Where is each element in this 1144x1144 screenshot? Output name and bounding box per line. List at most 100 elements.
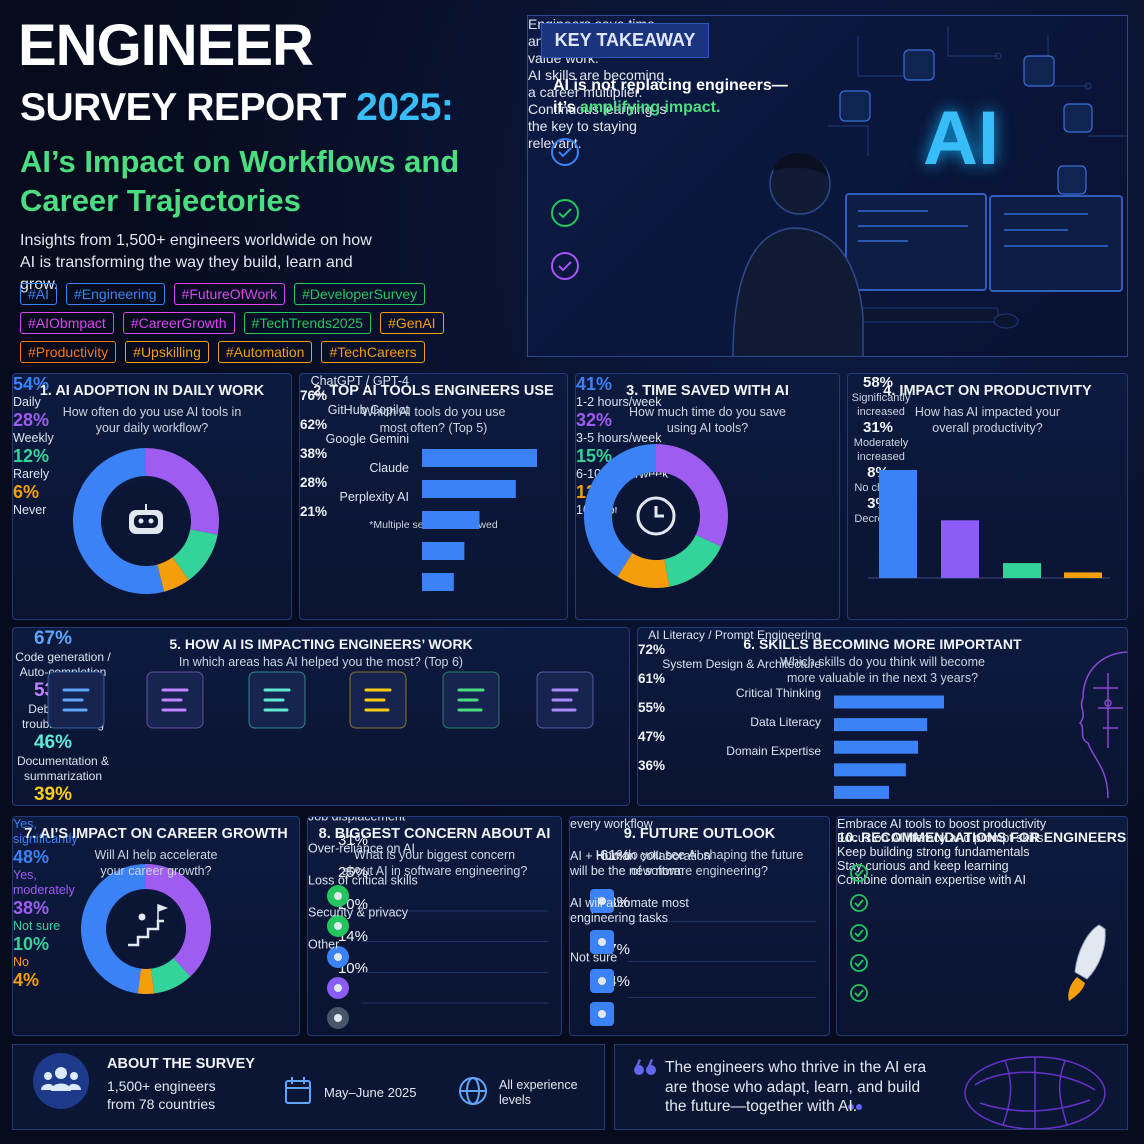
donut-value-label: 38% [13,898,50,918]
recommendation: Combine domain expertise with AI [837,873,1026,887]
donut-value-label: 41% [576,374,613,394]
donut-category-label: Yes, significantly [13,817,78,846]
chart-area [47,671,594,729]
panel: 4. IMPACT ON PRODUCTIVITY How has AI impa… [847,373,1128,620]
bar-category-label: Domain Expertise [726,744,821,758]
list-category-label: AI will automate most engineering tasks [570,896,689,925]
chart-area [868,470,1110,579]
donut-value-label: 48% [13,847,50,867]
point-icon-mark [558,208,572,219]
bar-category-label: Moderately increased [853,437,909,463]
donut-value-label: 54% [13,374,50,394]
list-icon-mark [334,892,342,900]
hashtag: #Automation [217,341,313,363]
donut-category-label: Not sure [13,919,61,933]
bar-value-label: 28% [300,475,328,490]
donut-label: 41% 1-2 hours/week [576,374,676,410]
quote: The engineers who thrive in the AI era a… [665,1059,927,1115]
donut-category-label: 3-5 hours/week [576,431,662,445]
panel-subtitle: How has AI impacted your overall product… [914,405,1061,435]
list-icon-mark [598,1010,606,1018]
takeaway-label: KEY TAKEAWAY [541,23,709,58]
panel-subtitle: What is your biggest concern about AI in… [341,848,528,878]
point-icon [551,138,579,166]
donut-category-label: Daily [13,395,41,409]
list-icon-mark [334,953,342,961]
panel: 9. FUTURE OUTLOOK How do you see AI shapi… [569,816,830,1036]
recommendation: Keep building strong fundamentals [837,845,1030,859]
check-mark [854,989,864,998]
donut-value-label: 32% [576,410,613,430]
list-category-label: AI will be a core part of every workflow [570,817,653,831]
bar-value-label: 47% [638,729,666,744]
bar [422,449,537,467]
panel-subtitle: How do you see AI shaping the future of … [595,848,804,878]
donut-category-label: No [13,955,29,969]
donut-segment [584,444,656,577]
stat-icon [364,688,392,712]
panel-title: 5. HOW AI IS IMPACTING ENGINEERS’ WORK [169,636,473,652]
hashtag: #Productivity [20,341,117,363]
bar-value-label: 31% [862,419,894,436]
list-icon-mark [334,984,342,992]
donut-segment [146,864,212,977]
bar [879,470,917,578]
point-icon-mark [558,147,572,158]
check-icon [850,984,868,1002]
donut-value-label: 28% [13,410,50,430]
panel-title: 8. BIGGEST CONCERN ABOUT AI [318,826,551,842]
stat-value-label: 46% [33,732,73,753]
donut-label: 28% Weekly [13,410,73,446]
panel: 5. HOW AI IS IMPACTING ENGINEERS’ WORK In… [12,627,630,806]
bar [834,718,928,732]
bar [422,542,465,560]
donut-segment [617,553,670,588]
bar [834,785,889,799]
point-icon-mark [558,261,572,272]
list-category-label: Job displacement [308,816,406,824]
list-category-label: Other [308,937,340,952]
hashtag-row: #Productivity #Upskilling #Automation #Tech… [20,341,510,370]
list-value-label: 61% [599,847,630,864]
panel: 8. BIGGEST CONCERN ABOUT AI What is your … [307,816,562,1036]
list-category-label: Security & privacy [308,905,409,920]
panel-title: 6. SKILLS BECOMING MORE IMPORTANT [743,636,1022,652]
hashtags: #AI #Engineering #FutureOfWork #DeveloperSu… [20,283,510,370]
bar [834,695,944,709]
rocket-flame [1068,977,1085,1001]
list-icon-mark [334,1014,342,1022]
bar-value-label: 55% [638,700,666,715]
quote-box: The engineers who thrive in the AI era a… [614,1044,1128,1130]
recommendation: Focus on AI literacy and prompt skills [837,831,1044,845]
check-mark [854,929,864,938]
check-icon [850,924,868,942]
bar-value-label: 62% [300,417,328,432]
icon [654,506,664,518]
donut-category-label: Weekly [13,431,54,445]
title-line2: SURVEY REPORT [20,86,346,129]
head-outline [1078,651,1127,799]
bar [1064,572,1102,578]
donut-category-label: 1-2 hours/week [576,395,662,409]
chart-area [590,889,816,1026]
about-icons [33,1053,487,1109]
panel-title: 10. RECOMMENDATIONS FOR ENGINEERS [837,829,1127,845]
recommendation: Embrace AI tools to boost productivity [837,817,1047,831]
bar [941,520,979,578]
levels: All experience levels [499,1078,578,1107]
bar [1003,563,1041,578]
bar-category-label: Google Gemini [325,432,409,446]
donut-segment [172,529,218,581]
stat-icon [263,688,291,712]
list-value-label: 25% [337,864,368,881]
icon [134,515,158,528]
chart-area [327,885,548,1029]
panel: 7. AI’S IMPACT ON CAREER GROWTH Will AI h… [12,816,300,1036]
stat-category-label: Documentation & summarization [16,754,110,783]
list-icon-mark [598,938,606,946]
donut-label: Yes, moderately 38% [13,868,83,919]
donut-category-label: Yes, moderately [13,868,75,897]
icon [148,518,154,524]
stat-icon [161,688,189,712]
